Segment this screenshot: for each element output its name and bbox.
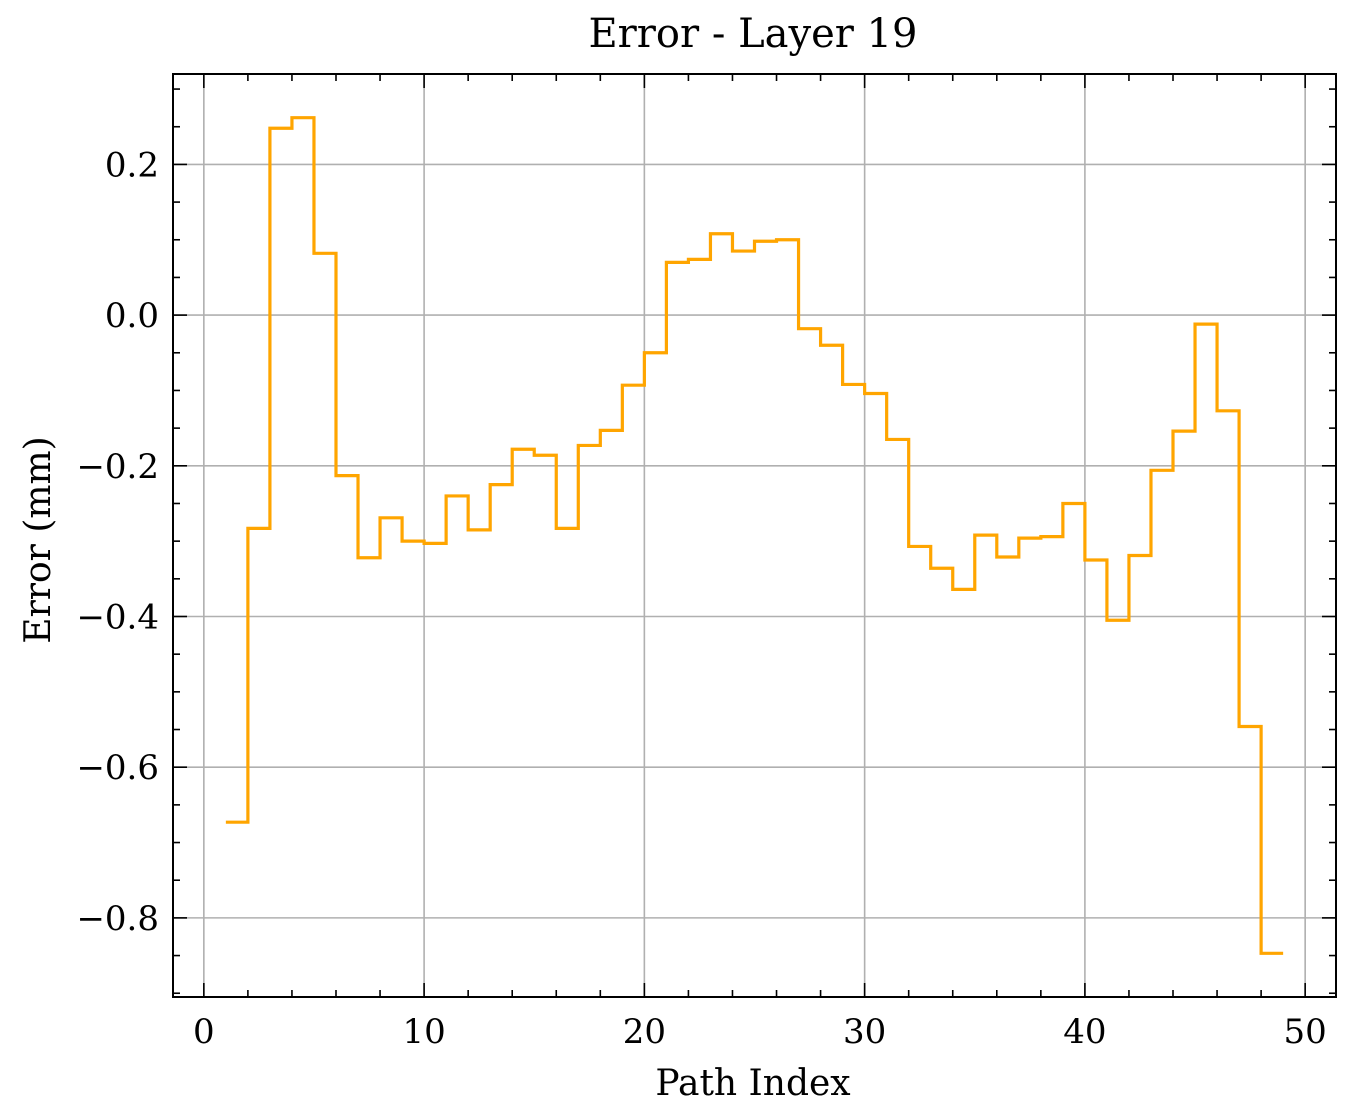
x-tick-label: 50 bbox=[1284, 1012, 1327, 1052]
axis-ticks bbox=[173, 74, 1336, 997]
y-tick-label: 0.2 bbox=[105, 145, 159, 185]
x-tick-label: 40 bbox=[1063, 1012, 1106, 1052]
y-tick-label: 0.0 bbox=[105, 296, 159, 336]
chart-title: Error - Layer 19 bbox=[588, 11, 917, 57]
grid-lines bbox=[173, 74, 1336, 997]
x-tick-labels: 0 10 20 30 40 50 bbox=[193, 1012, 1327, 1052]
plot-frame bbox=[172, 73, 1337, 998]
series-lines bbox=[225, 116, 1284, 955]
x-tick-label: 20 bbox=[623, 1012, 666, 1052]
x-axis-title: Path Index bbox=[655, 1063, 850, 1104]
x-tick-label: 30 bbox=[843, 1012, 886, 1052]
error-series-line bbox=[225, 116, 1284, 955]
y-tick-label: −0.6 bbox=[76, 748, 159, 788]
y-axis-title: Error (mm) bbox=[18, 436, 59, 643]
y-tick-label: −0.8 bbox=[76, 899, 159, 939]
x-tick-label: 10 bbox=[402, 1012, 445, 1052]
y-tick-label: −0.4 bbox=[76, 597, 159, 637]
y-tick-labels: 0.2 0.0 −0.2 −0.4 −0.6 −0.8 bbox=[76, 145, 159, 938]
y-tick-label: −0.2 bbox=[76, 447, 159, 487]
x-tick-label: 0 bbox=[193, 1012, 215, 1052]
